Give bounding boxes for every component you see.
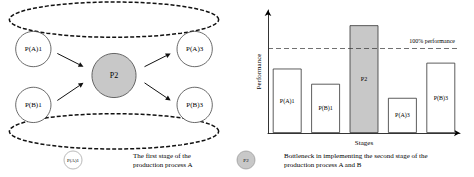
svg-text:100% performance: 100% performance xyxy=(409,38,455,44)
svg-text:Bottleneck in implementing the: Bottleneck in implementing the second st… xyxy=(284,152,428,160)
svg-text:Stages: Stages xyxy=(355,139,374,147)
svg-text:P(B)3: P(B)3 xyxy=(434,95,448,102)
svg-text:P2: P2 xyxy=(361,76,367,82)
svg-text:Performance: Performance xyxy=(255,54,263,90)
svg-text:P(B)1: P(B)1 xyxy=(25,101,42,109)
svg-text:P(A)1: P(A)1 xyxy=(25,45,43,53)
svg-text:production process A: production process A xyxy=(133,161,193,169)
svg-text:production process A and B: production process A and B xyxy=(284,161,362,169)
svg-text:P(A)1: P(A)1 xyxy=(280,98,295,105)
svg-text:P2: P2 xyxy=(110,71,118,80)
svg-text:P(A)3: P(A)3 xyxy=(186,45,204,53)
svg-text:P(A)3: P(A)3 xyxy=(395,112,410,119)
svg-text:P2: P2 xyxy=(243,158,249,163)
svg-text:P(B)1: P(B)1 xyxy=(318,105,332,112)
svg-text:P(A)1: P(A)1 xyxy=(67,158,80,163)
svg-text:The first stage of the: The first stage of the xyxy=(133,152,191,160)
svg-text:P(B)3: P(B)3 xyxy=(186,101,203,109)
